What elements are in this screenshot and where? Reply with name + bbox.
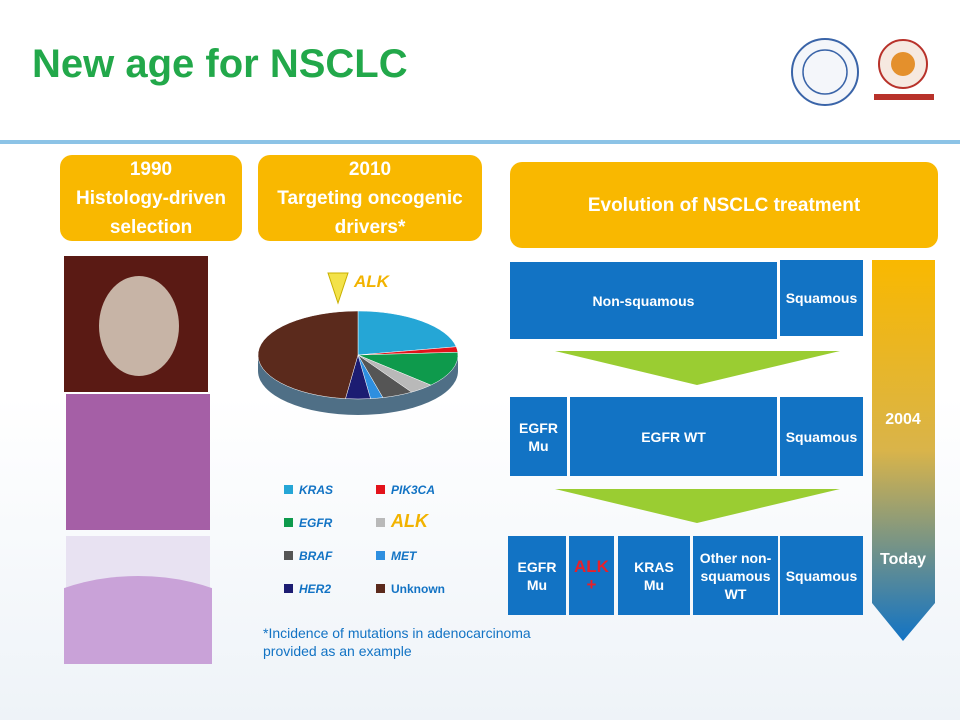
legend-swatch <box>284 485 293 494</box>
legend-label: EGFR <box>299 516 333 530</box>
legend-label: HER2 <box>299 582 331 596</box>
flow-box: EGFR Mu <box>510 397 567 476</box>
legend-label: BRAF <box>299 549 333 563</box>
legend-label: MET <box>391 549 418 563</box>
timeline-label: 2004 <box>885 411 921 428</box>
flow-box: Squamous <box>780 536 863 615</box>
pie-legend: KRAS PIK3CA EGFR ALK BRAF MET HER2 Unknown <box>284 483 445 596</box>
legend-swatch <box>376 518 385 527</box>
legend-swatch <box>376 584 385 593</box>
flow-box: EGFR Mu <box>508 536 566 615</box>
pie-slice <box>357 351 459 386</box>
legend-swatch <box>376 551 385 560</box>
legend-label: PIK3CA <box>391 483 435 497</box>
flow-arrow <box>555 351 840 385</box>
timeline-label: Today <box>880 551 926 568</box>
evolution-title: Evolution of NSCLC treatment <box>510 162 938 248</box>
legend-label: ALK <box>390 511 430 531</box>
flow-box: Other non- squamous WT <box>693 536 778 615</box>
timeline-arrow: 2004 Today <box>872 260 935 641</box>
legend-label: KRAS <box>299 483 333 497</box>
callout-label: ALK <box>353 272 391 291</box>
flow-box: ALK + <box>569 536 614 615</box>
pie-chart: ALK <box>257 272 459 415</box>
flow-box: Squamous <box>780 397 863 476</box>
legend-label: Unknown <box>391 582 445 596</box>
slide-title: New age for NSCLC <box>32 42 408 86</box>
flow-box: KRAS Mu <box>618 536 690 615</box>
flow-box: Squamous <box>780 260 863 336</box>
histology-images <box>64 256 212 664</box>
callout-arrow <box>327 272 349 305</box>
legend-swatch <box>284 551 293 560</box>
flow-box: EGFR WT <box>570 397 777 476</box>
footnote: *Incidence of mutations in adenocarcinom… <box>263 625 531 659</box>
era-box: 1990 Histology-driven selection <box>60 155 242 241</box>
legend-swatch <box>284 584 293 593</box>
logos <box>791 38 934 106</box>
pie-slice <box>357 310 457 356</box>
flow-arrow <box>555 489 840 523</box>
flow-box: Non-squamous <box>510 262 777 339</box>
divider <box>0 140 960 144</box>
pie-slice <box>257 310 359 399</box>
era-box: 2010 Targeting oncogenic drivers* <box>258 155 482 241</box>
legend-swatch <box>376 485 385 494</box>
legend-swatch <box>284 518 293 527</box>
